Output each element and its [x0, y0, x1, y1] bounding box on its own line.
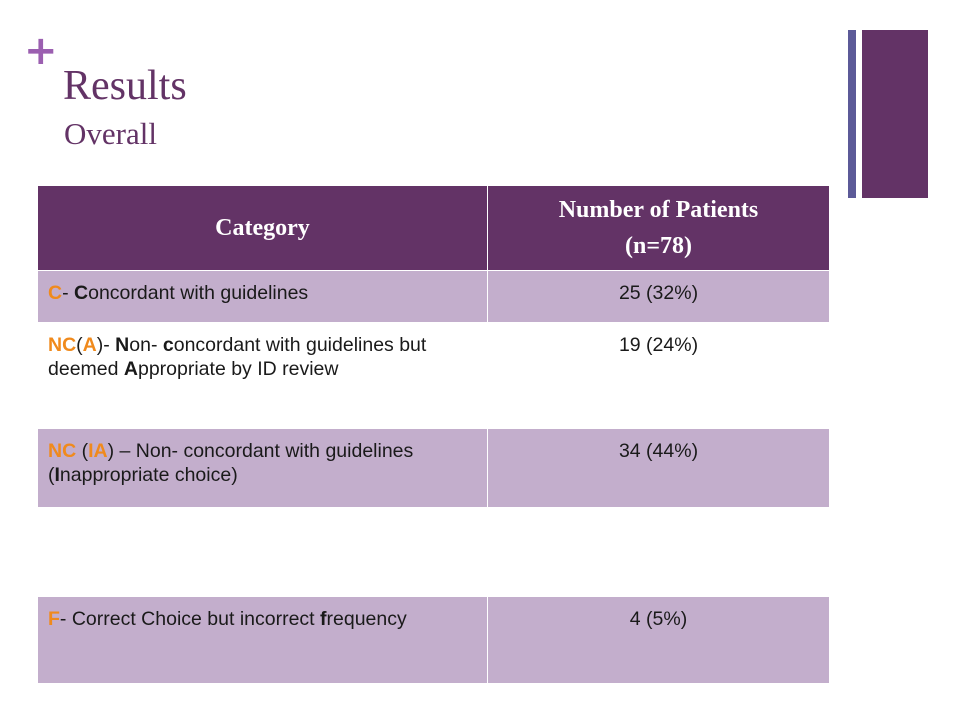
column-header: Category: [37, 185, 488, 271]
text: on-: [129, 334, 163, 356]
text: c: [162, 334, 174, 356]
category-cell: F- Correct Choice but incorrect frequenc…: [37, 596, 488, 684]
decor-bar: [862, 30, 928, 198]
text: )-: [96, 334, 116, 356]
code: IA: [88, 440, 108, 462]
text: N: [115, 334, 130, 356]
text: (: [76, 334, 83, 356]
text: (: [76, 440, 89, 462]
text: A: [123, 358, 138, 380]
code: NC: [48, 440, 77, 462]
column-header: Number of Patients (n=78): [487, 185, 830, 271]
category-cell: NC(A)- Non- concordant with guidelines b…: [37, 322, 488, 429]
text: -: [62, 282, 75, 304]
text: requency: [326, 608, 407, 630]
text: oncordant with guidelines but deemed: [48, 334, 427, 380]
count-cell: 19 (24%): [487, 322, 830, 429]
code: NC: [48, 334, 77, 356]
count-cell: 4 (5%): [487, 596, 830, 684]
text: nappropriate choice): [59, 464, 238, 486]
text: - Correct Choice but incorrect: [59, 608, 321, 630]
subtitle: Overall: [64, 116, 157, 151]
text: oncordant with guidelines: [88, 282, 309, 304]
code: C: [48, 282, 63, 304]
text: I: [54, 464, 60, 486]
code: F: [48, 608, 60, 630]
plus-icon: +: [24, 28, 58, 74]
count-cell: 25 (32%): [487, 270, 830, 323]
title: Results: [63, 63, 187, 109]
category-cell: C- Concordant with guidelines: [37, 270, 488, 323]
text: ) – Non- concordant with guidelines (: [48, 440, 414, 486]
text: ppropriate by ID review: [137, 358, 339, 380]
decor-bar: [848, 30, 856, 198]
text: C: [74, 282, 89, 304]
text: f: [320, 608, 327, 630]
count-cell: 34 (44%): [487, 428, 830, 508]
category-cell: NC (IA) – Non- concordant with guideline…: [37, 428, 488, 508]
code: A: [82, 334, 97, 356]
